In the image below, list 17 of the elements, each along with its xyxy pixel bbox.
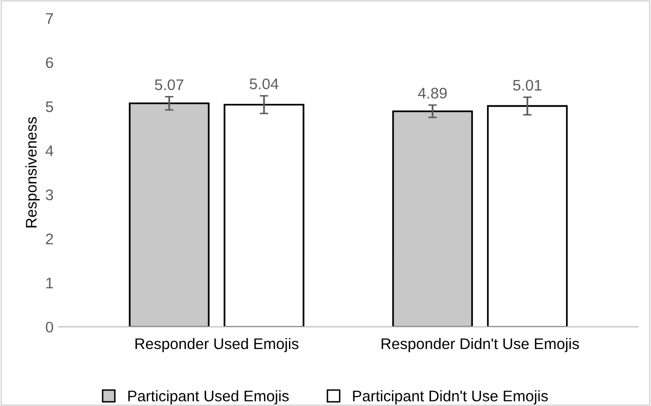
y-tick-label: 2 [46, 234, 53, 244]
legend-label: Participant Didn't Use Emojis [353, 390, 548, 404]
data-label: 5.07 [154, 79, 184, 90]
y-tick-label: 3 [46, 189, 54, 200]
y-tick-label: 6 [46, 57, 54, 68]
y-tick-label: 7 [46, 13, 53, 24]
legend-label: Participant Used Emojis [128, 390, 289, 404]
y-tick-label: 4 [46, 146, 54, 156]
data-label: 4.89 [418, 88, 447, 99]
y-tick-label: 5 [46, 101, 54, 112]
y-axis-title: Responsiveness [25, 117, 40, 228]
y-tick-label: 1 [46, 278, 53, 288]
x-tick-label: Responder Didn't Use Emojis [382, 338, 579, 352]
data-label: 5.04 [250, 78, 278, 90]
x-tick-label: Responder Used Emojis [135, 338, 298, 352]
data-label: 5.01 [513, 80, 542, 91]
y-tick-label: 0 [46, 322, 54, 333]
